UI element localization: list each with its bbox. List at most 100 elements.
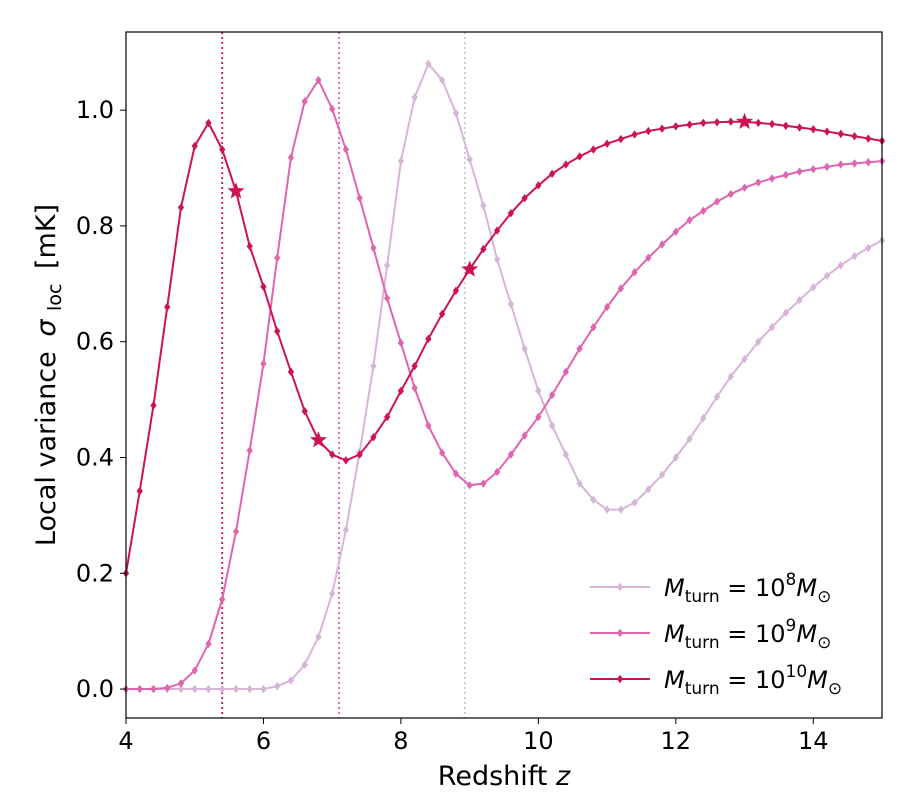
data-point [700,413,707,423]
data-point [342,525,350,535]
data-point [205,684,212,694]
data-point [631,498,638,507]
data-point [232,527,240,536]
data-point [425,59,432,69]
data-point [301,97,308,106]
x-axis-label-var: z [555,761,571,792]
data-point [370,433,377,442]
data-point [713,118,721,127]
legend-label: Mturn = 109M⊙ [664,616,831,653]
data-point [480,479,487,488]
data-point [260,684,267,694]
data-point [493,467,501,477]
data-point [274,327,281,336]
data-point [562,160,570,169]
legend-marker [616,674,624,684]
data-point [535,412,542,422]
data-point [287,367,295,377]
data-point [590,323,597,332]
data-point [397,338,405,348]
data-point [727,189,734,199]
data-point [713,197,721,206]
data-point [438,75,446,85]
data-point [425,334,432,344]
data-point [727,117,734,126]
data-point [191,666,198,675]
data-point [865,134,872,143]
x-axis-label-text: Redshift [438,761,548,792]
x-axis-label: Redshift z [438,761,571,792]
data-point [177,684,185,694]
y-axis-label-unit: [mK] [31,204,62,269]
data-point [741,183,748,192]
data-point [796,123,803,132]
data-point [865,158,872,167]
legend-entry: Mturn = 109M⊙ [590,616,831,653]
data-point [810,165,817,174]
data-point [452,108,460,118]
data-point [590,495,597,504]
data-point [686,434,693,444]
legend-marker [616,582,624,592]
data-point [507,450,515,459]
data-point [411,93,418,102]
data-point [590,145,597,154]
data-point [411,361,418,371]
data-point [329,104,336,114]
legend-entry: Mturn = 1010M⊙ [590,662,842,699]
data-point [562,367,570,377]
data-point [452,469,460,478]
data-point [823,271,831,280]
data-point [191,684,198,694]
data-point [755,118,762,128]
data-point [507,299,515,309]
data-point [342,145,350,154]
x-tick-label: 10 [523,727,554,755]
star-marker [227,182,245,199]
data-point [452,286,460,295]
data-point [535,386,542,396]
data-point [865,243,872,253]
data-point [315,75,322,85]
data-point [645,485,652,494]
x-tick-label: 8 [393,727,408,755]
data-point [287,153,295,162]
data-point [136,486,143,496]
x-tick-label: 4 [118,727,133,755]
data-point [810,125,817,134]
y-axis-label: Local variance σ loc [mK] [31,204,68,546]
data-point [301,406,308,416]
data-point [686,120,693,129]
x-tick-label: 12 [661,727,692,755]
legend-label: Mturn = 108M⊙ [664,570,831,607]
data-point [617,134,624,144]
data-point [356,450,363,459]
data-point [274,681,281,691]
data-point [755,178,762,187]
y-tick-label: 0.0 [76,675,114,703]
data-point [177,203,185,212]
data-point [136,684,143,694]
vertical-reference-lines [221,32,466,718]
data-point [782,308,789,317]
data-point [521,344,528,353]
series-2 [122,112,886,578]
data-point [603,139,611,148]
data-point [562,450,570,459]
data-point [232,684,240,694]
y-tick-label: 0.8 [76,212,114,240]
data-point [617,505,624,514]
data-point [219,145,226,154]
data-point [823,162,831,172]
data-point [851,132,858,141]
data-point [645,126,652,136]
data-point [246,446,253,455]
data-point [658,124,666,133]
data-point [782,170,789,180]
data-point [507,208,515,218]
data-point [150,684,157,694]
data-point [177,679,185,688]
data-point [205,118,212,128]
data-point [796,295,803,305]
data-point [301,660,308,669]
